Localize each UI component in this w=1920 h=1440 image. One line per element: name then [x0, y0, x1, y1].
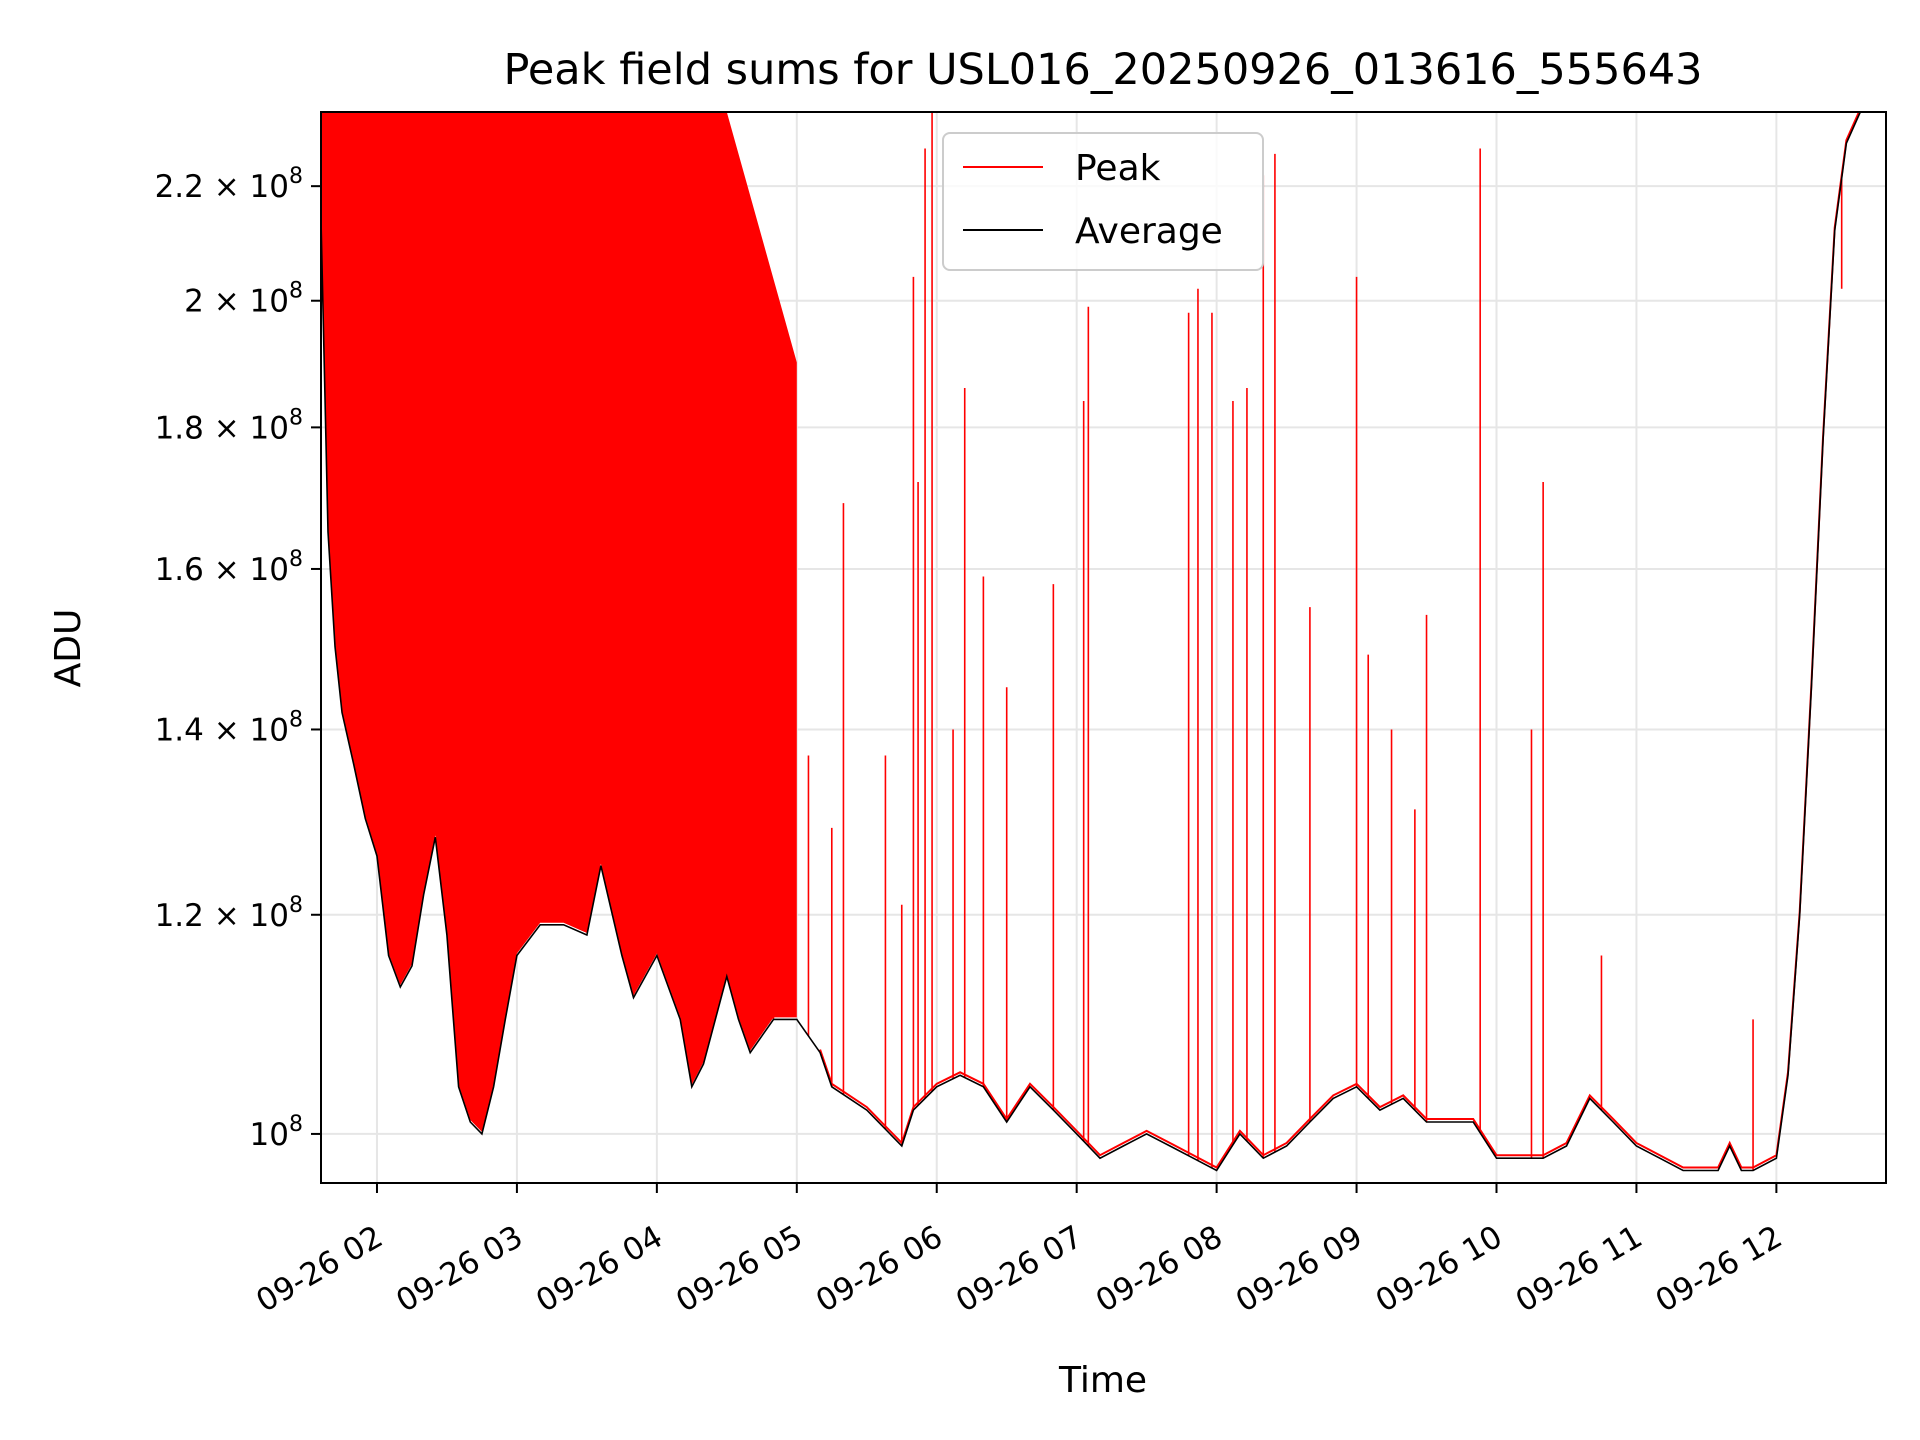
chart-title: Peak field sums for USL016_20250926_0136…	[503, 45, 1702, 95]
peak-baseline-line	[819, 112, 1861, 1169]
x-axis-label: Time	[1058, 1360, 1147, 1401]
y-tick-label: 1.2 × 108	[155, 893, 303, 934]
peak-dense-band	[321, 112, 797, 1132]
y-axis-ticks: 108 1.2 × 108 1.4 × 108 1.6 × 108 1.8 × 108 2…	[155, 164, 321, 1153]
y-tick-label: 108	[250, 1112, 303, 1153]
y-tick-label: 2.2 × 108	[155, 164, 303, 205]
plot-frame	[320, 111, 1887, 1184]
legend-peak-label: Peak	[1075, 148, 1161, 189]
legend-average-label: Average	[1075, 211, 1223, 252]
y-axis-label: ADU	[48, 609, 89, 688]
y-tick-label: 2 × 108	[184, 279, 303, 320]
y-tick-label: 1.6 × 108	[155, 547, 303, 588]
average-series-line	[321, 112, 1862, 1172]
y-tick-label: 1.8 × 108	[155, 405, 303, 446]
y-tick-label: 1.4 × 108	[155, 707, 303, 748]
legend: Peak Average	[942, 132, 1264, 271]
